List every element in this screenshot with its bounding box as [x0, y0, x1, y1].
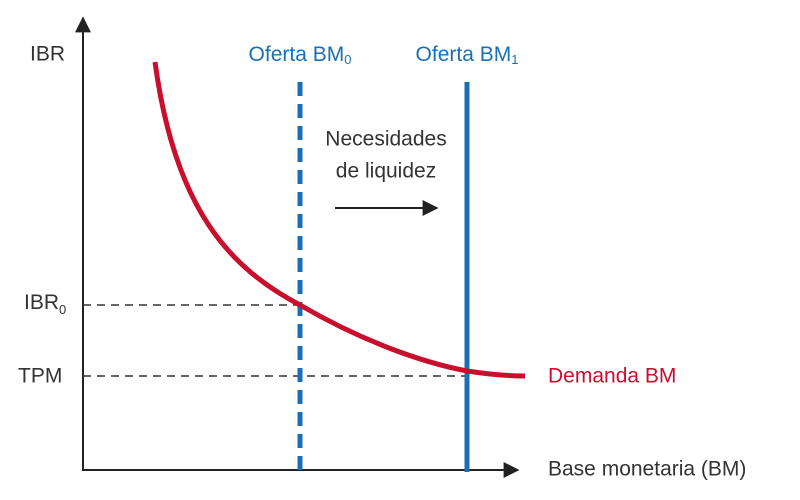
demand-label: Demanda BM [548, 365, 676, 388]
level-subscript: 0 [59, 302, 66, 317]
demand-curve [152, 61, 526, 379]
supply-1-text: Oferta BM [416, 43, 512, 66]
supply-1-subscript: 1 [511, 52, 518, 67]
supply-1-label: Oferta BM1 [416, 43, 519, 68]
note-line: de liquidez [336, 160, 436, 183]
x-axis-label: Base monetaria (BM) [548, 458, 746, 481]
supply-0-text: Oferta BM [249, 43, 345, 66]
level-label: TPM [18, 365, 62, 388]
level-text: IBR [24, 291, 59, 314]
note-line: Necesidades [325, 128, 446, 151]
y-axis-label: IBR [30, 43, 65, 66]
level-label: IBR0 [24, 291, 66, 318]
supply-0-subscript: 0 [344, 52, 351, 67]
supply-0-label: Oferta BM0 [249, 43, 352, 68]
